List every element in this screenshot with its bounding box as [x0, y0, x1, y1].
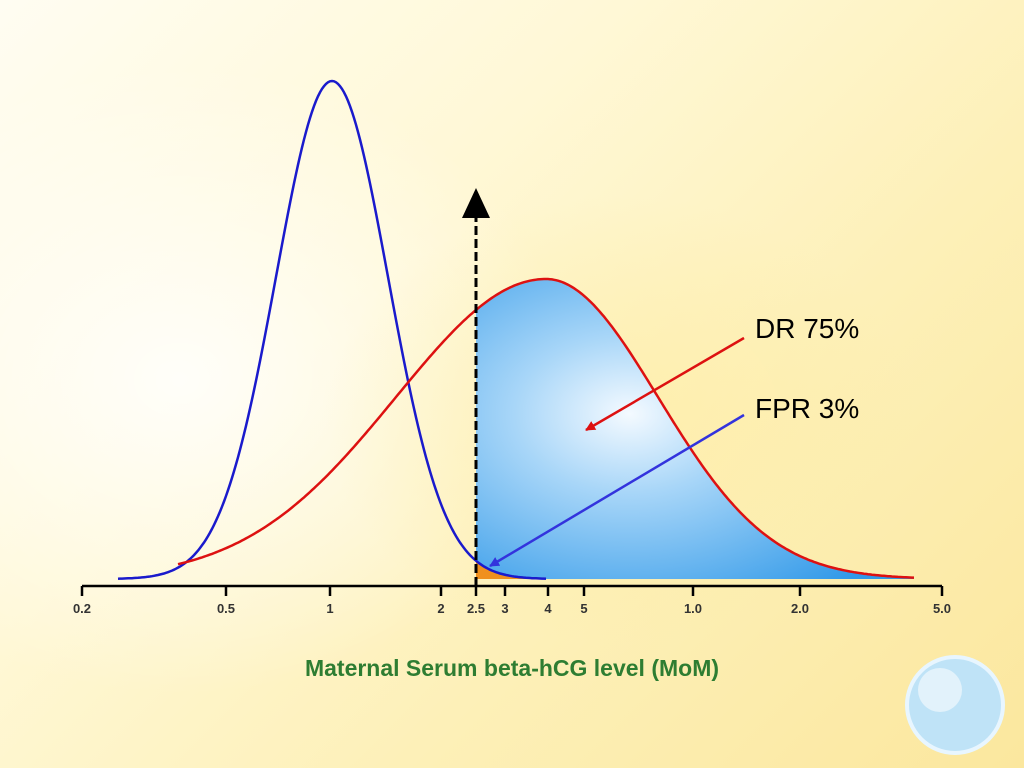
x-axis-ticks: 0.2 0.5 1 2 2.5 3 4 5 1.0 2.0 5.0: [73, 586, 951, 616]
x-tick-label: 3: [501, 601, 508, 616]
x-tick-label: 0.2: [73, 601, 91, 616]
dr-arrow: [585, 336, 745, 432]
x-tick-label: 0.5: [217, 601, 235, 616]
fpr-annotation-label: FPR 3%: [755, 393, 859, 424]
x-tick-label: 2: [437, 601, 444, 616]
x-tick-label: 5.0: [933, 601, 951, 616]
dr-annotation-label: DR 75%: [755, 313, 859, 344]
x-tick-label: 2.0: [791, 601, 809, 616]
decorative-orb: [905, 655, 1005, 755]
affected-distribution-curve: [177, 277, 914, 579]
detection-rate-area: [476, 279, 914, 579]
fpr-arrow: [489, 413, 745, 568]
x-tick-label: 1: [326, 601, 333, 616]
cutoff-arrowhead: [462, 188, 490, 218]
false-positive-area: [476, 560, 546, 579]
x-tick-label: 5: [580, 601, 587, 616]
x-tick-label: 2.5: [467, 601, 485, 616]
x-axis-label: Maternal Serum beta-hCG level (MoM): [305, 655, 719, 681]
x-tick-label: 1.0: [684, 601, 702, 616]
x-tick-label: 4: [544, 601, 552, 616]
